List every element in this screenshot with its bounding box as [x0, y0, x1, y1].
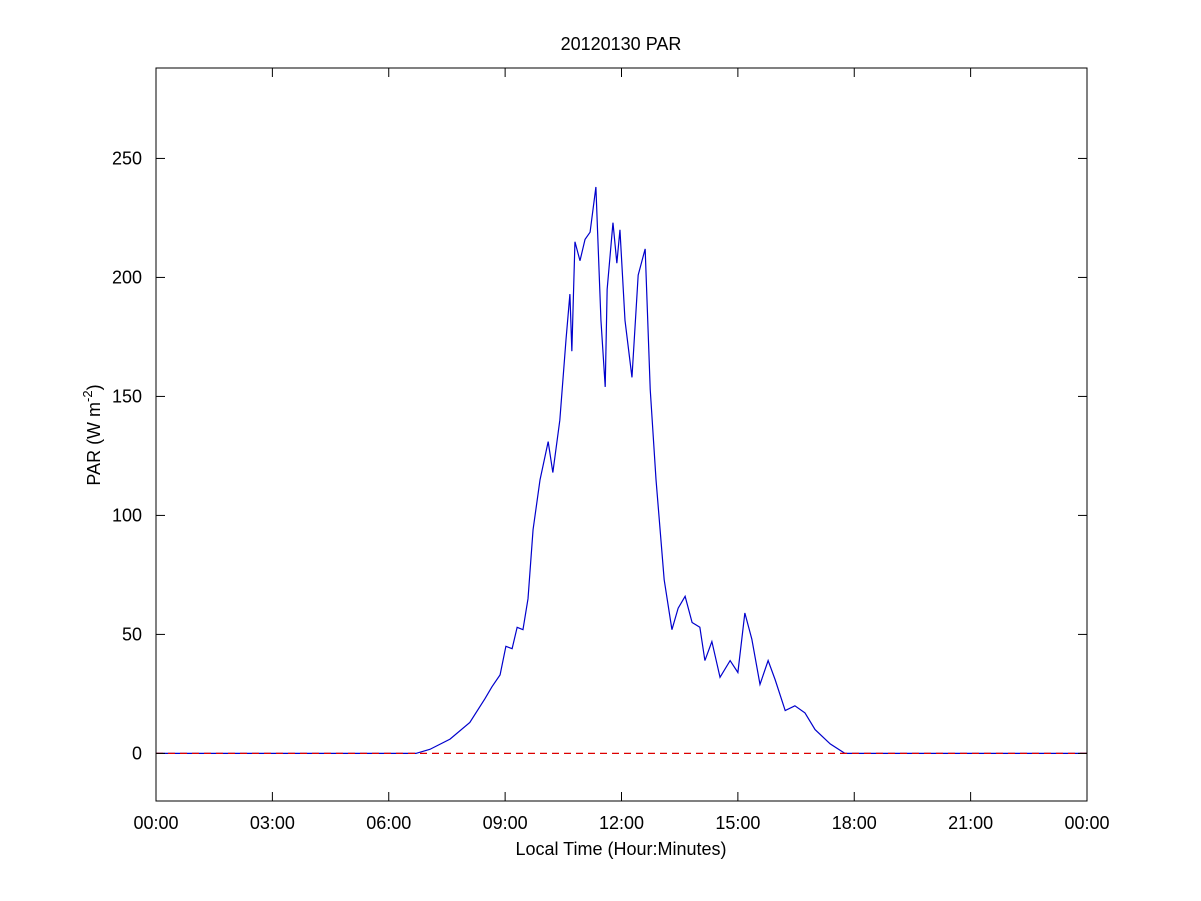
x-axis-label: Local Time (Hour:Minutes) — [515, 839, 726, 859]
x-tick-label: 09:00 — [483, 813, 528, 833]
x-tick-label: 21:00 — [948, 813, 993, 833]
x-tick-label: 00:00 — [133, 813, 178, 833]
x-tick-label: 12:00 — [599, 813, 644, 833]
x-tick-label: 18:00 — [832, 813, 877, 833]
y-axis-label-suffix: ) — [84, 384, 104, 390]
x-tick-label: 15:00 — [715, 813, 760, 833]
y-tick-label: 150 — [112, 386, 142, 406]
y-axis-label-sup: -2 — [80, 390, 95, 402]
y-tick-label: 100 — [112, 505, 142, 525]
x-tick-label: 06:00 — [366, 813, 411, 833]
data-line — [156, 186, 1087, 754]
y-tick-label: 200 — [112, 267, 142, 287]
chart-title: 20120130 PAR — [561, 34, 682, 54]
y-axis-label: PAR (W m-2) — [80, 384, 104, 485]
x-tick-label: 03:00 — [250, 813, 295, 833]
y-tick-label: 250 — [112, 148, 142, 168]
y-axis-label-text: PAR (W m — [84, 402, 104, 486]
y-tick-label: 0 — [132, 743, 142, 763]
y-tick-label: 50 — [122, 624, 142, 644]
x-tick-label: 00:00 — [1064, 813, 1109, 833]
